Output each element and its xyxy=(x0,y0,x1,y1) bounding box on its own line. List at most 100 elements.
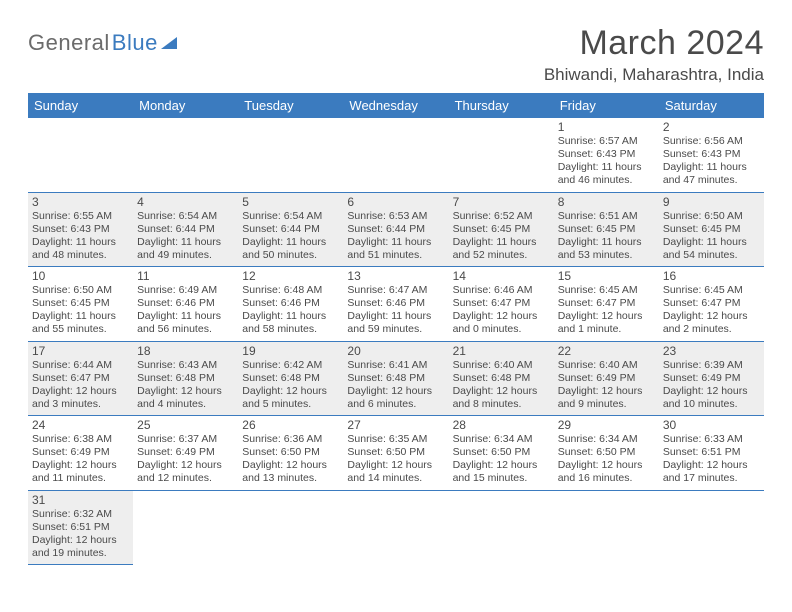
calendar-day-cell: 11Sunrise: 6:49 AMSunset: 6:46 PMDayligh… xyxy=(133,267,238,342)
sunrise-line: Sunrise: 6:36 AM xyxy=(242,433,339,446)
day-number: 15 xyxy=(558,269,655,283)
weekday-header: Tuesday xyxy=(238,93,343,118)
sunset-line: Sunset: 6:47 PM xyxy=(558,297,655,310)
calendar-day-cell: 13Sunrise: 6:47 AMSunset: 6:46 PMDayligh… xyxy=(343,267,448,342)
day-number: 29 xyxy=(558,418,655,432)
calendar-empty-cell xyxy=(28,118,133,192)
sunrise-line: Sunrise: 6:45 AM xyxy=(663,284,760,297)
calendar-row: 1Sunrise: 6:57 AMSunset: 6:43 PMDaylight… xyxy=(28,118,764,192)
day-number: 28 xyxy=(453,418,550,432)
sunset-line: Sunset: 6:49 PM xyxy=(558,372,655,385)
daylight-line: and 1 minute. xyxy=(558,323,655,336)
calendar-day-cell: 7Sunrise: 6:52 AMSunset: 6:45 PMDaylight… xyxy=(449,192,554,267)
calendar-day-cell: 25Sunrise: 6:37 AMSunset: 6:49 PMDayligh… xyxy=(133,416,238,491)
daylight-line: Daylight: 11 hours xyxy=(242,236,339,249)
header: General Blue March 2024 Bhiwandi, Mahara… xyxy=(28,24,764,85)
day-number: 18 xyxy=(137,344,234,358)
weekday-header: Saturday xyxy=(659,93,764,118)
calendar-head: SundayMondayTuesdayWednesdayThursdayFrid… xyxy=(28,93,764,118)
calendar-body: 1Sunrise: 6:57 AMSunset: 6:43 PMDaylight… xyxy=(28,118,764,565)
daylight-line: and 0 minutes. xyxy=(453,323,550,336)
calendar-empty-cell xyxy=(659,490,764,565)
day-number: 27 xyxy=(347,418,444,432)
day-number: 10 xyxy=(32,269,129,283)
daylight-line: Daylight: 11 hours xyxy=(347,310,444,323)
day-number: 21 xyxy=(453,344,550,358)
sunrise-line: Sunrise: 6:53 AM xyxy=(347,210,444,223)
sunrise-line: Sunrise: 6:35 AM xyxy=(347,433,444,446)
sunset-line: Sunset: 6:50 PM xyxy=(242,446,339,459)
sunrise-line: Sunrise: 6:48 AM xyxy=(242,284,339,297)
daylight-line: and 8 minutes. xyxy=(453,398,550,411)
calendar-day-cell: 15Sunrise: 6:45 AMSunset: 6:47 PMDayligh… xyxy=(554,267,659,342)
sunrise-line: Sunrise: 6:54 AM xyxy=(137,210,234,223)
calendar-day-cell: 16Sunrise: 6:45 AMSunset: 6:47 PMDayligh… xyxy=(659,267,764,342)
weekday-header: Sunday xyxy=(28,93,133,118)
calendar-day-cell: 20Sunrise: 6:41 AMSunset: 6:48 PMDayligh… xyxy=(343,341,448,416)
day-number: 24 xyxy=(32,418,129,432)
sunset-line: Sunset: 6:47 PM xyxy=(32,372,129,385)
calendar-empty-cell xyxy=(343,118,448,192)
daylight-line: and 16 minutes. xyxy=(558,472,655,485)
calendar-day-cell: 29Sunrise: 6:34 AMSunset: 6:50 PMDayligh… xyxy=(554,416,659,491)
daylight-line: and 4 minutes. xyxy=(137,398,234,411)
sunset-line: Sunset: 6:50 PM xyxy=(347,446,444,459)
daylight-line: and 59 minutes. xyxy=(347,323,444,336)
sunset-line: Sunset: 6:48 PM xyxy=(137,372,234,385)
daylight-line: Daylight: 11 hours xyxy=(137,236,234,249)
calendar-empty-cell xyxy=(449,118,554,192)
weekday-header: Wednesday xyxy=(343,93,448,118)
daylight-line: Daylight: 12 hours xyxy=(32,459,129,472)
daylight-line: and 10 minutes. xyxy=(663,398,760,411)
sunrise-line: Sunrise: 6:56 AM xyxy=(663,135,760,148)
location-subtitle: Bhiwandi, Maharashtra, India xyxy=(544,65,764,85)
sunset-line: Sunset: 6:43 PM xyxy=(558,148,655,161)
sunrise-line: Sunrise: 6:55 AM xyxy=(32,210,129,223)
daylight-line: and 5 minutes. xyxy=(242,398,339,411)
sunrise-line: Sunrise: 6:33 AM xyxy=(663,433,760,446)
daylight-line: Daylight: 12 hours xyxy=(663,385,760,398)
sunset-line: Sunset: 6:49 PM xyxy=(137,446,234,459)
calendar-day-cell: 21Sunrise: 6:40 AMSunset: 6:48 PMDayligh… xyxy=(449,341,554,416)
daylight-line: and 51 minutes. xyxy=(347,249,444,262)
daylight-line: Daylight: 12 hours xyxy=(453,385,550,398)
day-number: 9 xyxy=(663,195,760,209)
day-number: 26 xyxy=(242,418,339,432)
daylight-line: Daylight: 12 hours xyxy=(242,385,339,398)
sunrise-line: Sunrise: 6:39 AM xyxy=(663,359,760,372)
sunrise-line: Sunrise: 6:34 AM xyxy=(453,433,550,446)
daylight-line: Daylight: 12 hours xyxy=(558,310,655,323)
daylight-line: Daylight: 12 hours xyxy=(663,459,760,472)
sunset-line: Sunset: 6:51 PM xyxy=(32,521,129,534)
daylight-line: Daylight: 12 hours xyxy=(137,385,234,398)
daylight-line: and 13 minutes. xyxy=(242,472,339,485)
daylight-line: Daylight: 12 hours xyxy=(453,459,550,472)
calendar-day-cell: 6Sunrise: 6:53 AMSunset: 6:44 PMDaylight… xyxy=(343,192,448,267)
sunset-line: Sunset: 6:45 PM xyxy=(558,223,655,236)
brand-logo: General Blue xyxy=(28,30,181,56)
calendar-day-cell: 31Sunrise: 6:32 AMSunset: 6:51 PMDayligh… xyxy=(28,490,133,565)
daylight-line: and 56 minutes. xyxy=(137,323,234,336)
sunset-line: Sunset: 6:44 PM xyxy=(137,223,234,236)
calendar-day-cell: 10Sunrise: 6:50 AMSunset: 6:45 PMDayligh… xyxy=(28,267,133,342)
calendar-day-cell: 2Sunrise: 6:56 AMSunset: 6:43 PMDaylight… xyxy=(659,118,764,192)
sunset-line: Sunset: 6:49 PM xyxy=(32,446,129,459)
daylight-line: Daylight: 11 hours xyxy=(558,161,655,174)
calendar-day-cell: 30Sunrise: 6:33 AMSunset: 6:51 PMDayligh… xyxy=(659,416,764,491)
daylight-line: Daylight: 11 hours xyxy=(137,310,234,323)
daylight-line: Daylight: 11 hours xyxy=(347,236,444,249)
calendar-day-cell: 27Sunrise: 6:35 AMSunset: 6:50 PMDayligh… xyxy=(343,416,448,491)
daylight-line: and 47 minutes. xyxy=(663,174,760,187)
daylight-line: and 48 minutes. xyxy=(32,249,129,262)
day-number: 19 xyxy=(242,344,339,358)
sunset-line: Sunset: 6:45 PM xyxy=(32,297,129,310)
sunrise-line: Sunrise: 6:50 AM xyxy=(32,284,129,297)
sunrise-line: Sunrise: 6:42 AM xyxy=(242,359,339,372)
weekday-header: Thursday xyxy=(449,93,554,118)
day-number: 30 xyxy=(663,418,760,432)
weekday-header: Monday xyxy=(133,93,238,118)
sunset-line: Sunset: 6:48 PM xyxy=(242,372,339,385)
sunset-line: Sunset: 6:45 PM xyxy=(453,223,550,236)
daylight-line: Daylight: 11 hours xyxy=(663,161,760,174)
daylight-line: Daylight: 11 hours xyxy=(453,236,550,249)
